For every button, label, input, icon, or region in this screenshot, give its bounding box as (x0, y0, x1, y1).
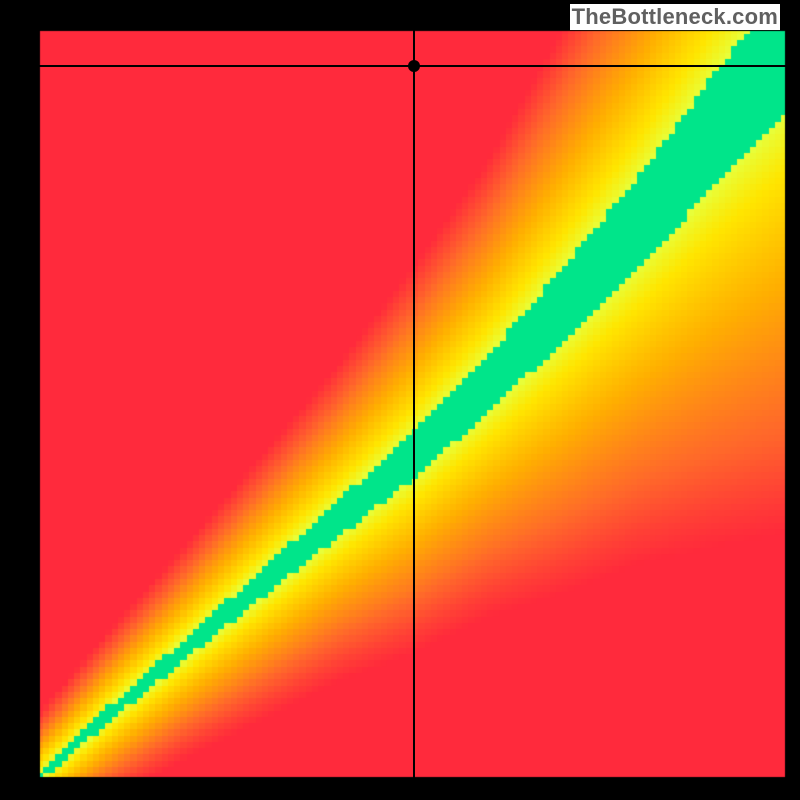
watermark-label: TheBottleneck.com (570, 4, 780, 30)
chart-container: { "watermark": { "text": "TheBottleneck.… (0, 0, 800, 800)
crosshair-vertical (413, 28, 415, 780)
crosshair-marker[interactable] (408, 60, 420, 72)
